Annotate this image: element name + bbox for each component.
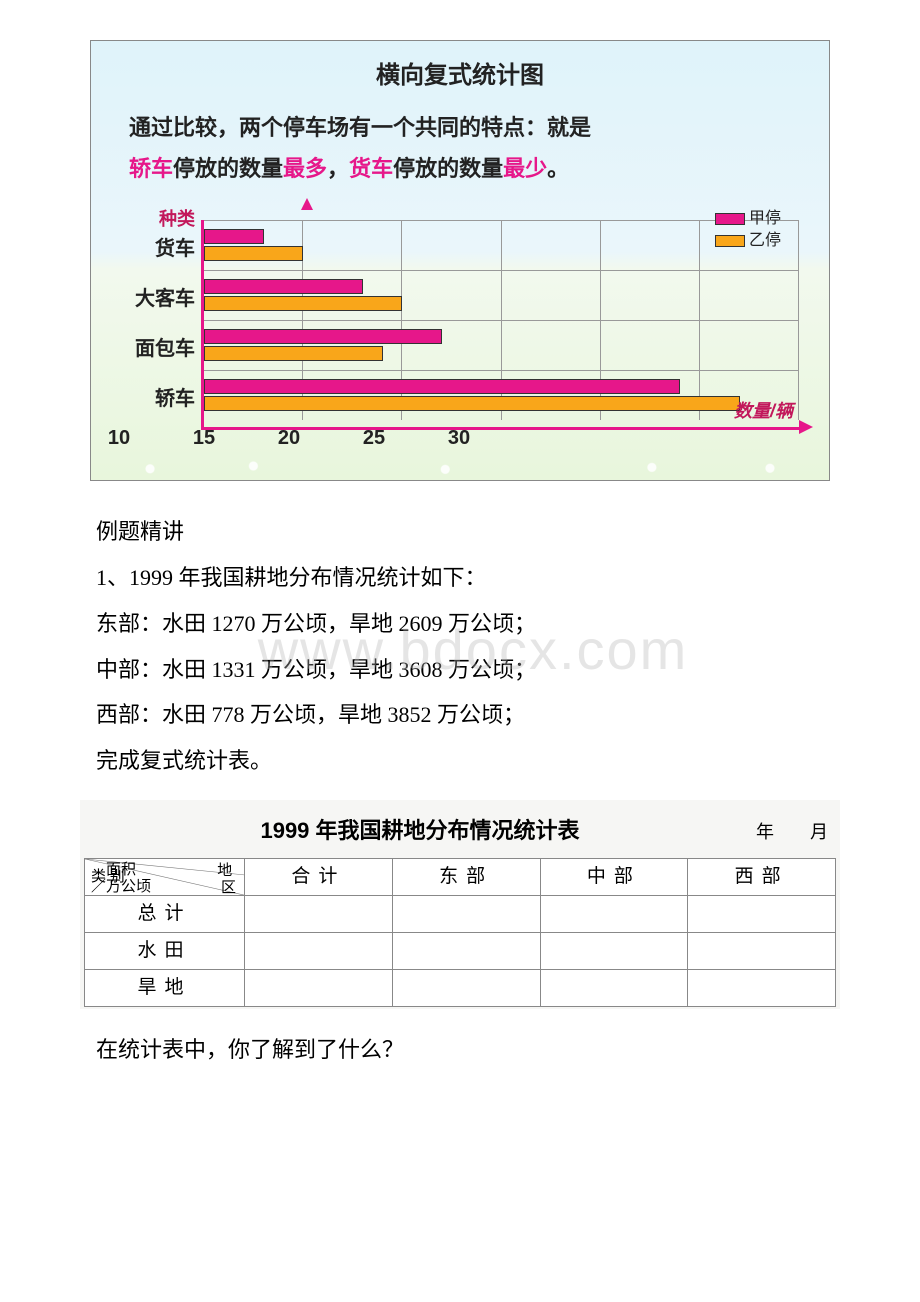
legend-b: 乙停: [749, 226, 781, 256]
bar-series-b: [204, 346, 383, 361]
subtitle-h1: 轿车: [129, 156, 173, 181]
q1-followup: 在统计表中，你了解到了什么？: [96, 1029, 850, 1071]
legend: 甲停 乙停: [715, 208, 781, 252]
bar-pair: [204, 225, 799, 265]
row-header: 水田: [85, 932, 245, 969]
bar-series-a: [204, 229, 264, 244]
plot-area: 0 5 10 15 20 25 30 甲停 乙停 数量/辆: [201, 202, 799, 424]
bar-pair: [204, 375, 799, 415]
q1-instr: 完成复式统计表。: [96, 740, 850, 782]
col-header: 西部: [688, 858, 836, 895]
flowers-decoration-icon: [91, 452, 829, 480]
y-axis-label: 种类: [159, 209, 195, 229]
bar-series-a: [204, 379, 680, 394]
x-axis-label: 数量/辆: [734, 394, 793, 428]
q1-number: 1、1999 年我国耕地分布情况统计如下：: [96, 557, 850, 599]
section-header: 例题精讲: [96, 511, 850, 553]
q1-mid: 中部：水田 1331 万公顷，旱地 3608 万公顷；: [96, 649, 850, 691]
stats-table: 面积／万公顷 地 区 类 别 合计 东部 中部 西部 总计 水田 旱地: [84, 858, 836, 1007]
table-row: 水田: [85, 932, 836, 969]
cat-1: 大客车: [135, 280, 195, 318]
table-row: 总计: [85, 895, 836, 932]
x-axis-arrow-icon: [799, 420, 813, 434]
chart-title: 横向复式统计图: [91, 41, 829, 103]
col-header: 合计: [245, 858, 393, 895]
text-block: 例题精讲 1、1999 年我国耕地分布情况统计如下： 东部：水田 1270 万公…: [40, 511, 880, 782]
y-axis-arrow-icon: [301, 198, 313, 210]
bar-pair: [204, 275, 799, 315]
bar-series-b: [204, 296, 402, 311]
cat-0: 货车: [155, 230, 195, 268]
bar-series-a: [204, 279, 363, 294]
grid: 0 5 10 15 20 25 30: [201, 220, 799, 430]
table-row: 面积／万公顷 地 区 类 别 合计 东部 中部 西部: [85, 858, 836, 895]
bar-series-b: [204, 246, 303, 261]
col-header: 东部: [392, 858, 540, 895]
q1-east: 东部：水田 1270 万公顷，旱地 2609 万公顷；: [96, 611, 536, 636]
stats-table-wrap: 1999 年我国耕地分布情况统计表 年 月 面积／万公顷 地 区 类 别 合计 …: [80, 800, 840, 1009]
subtitle-text: 通过比较，两个停车场有一个共同的特点：就是: [129, 115, 591, 140]
bar-pair: [204, 325, 799, 365]
row-header: 旱地: [85, 970, 245, 1007]
table-date: 年 月: [756, 815, 836, 849]
table-corner: 面积／万公顷 地 区 类 别: [85, 858, 245, 895]
chart-body: 种类 货车 大客车 面包车 轿车 0 5 10 15 20: [91, 198, 829, 444]
table-title: 1999 年我国耕地分布情况统计表: [84, 804, 756, 858]
chart-subtitle: 通过比较，两个停车场有一个共同的特点：就是 轿车停放的数量最多，货车停放的数量最…: [91, 103, 829, 199]
legend-swatch-a-icon: [715, 213, 745, 225]
col-header: 中部: [540, 858, 688, 895]
bar-series-a: [204, 329, 442, 344]
cat-3: 轿车: [155, 380, 195, 418]
horizontal-bar-chart: 横向复式统计图 通过比较，两个停车场有一个共同的特点：就是 轿车停放的数量最多，…: [90, 40, 830, 481]
cat-2: 面包车: [135, 330, 195, 368]
row-header: 总计: [85, 895, 245, 932]
y-axis: 种类 货车 大客车 面包车 轿车: [101, 202, 201, 424]
bar-series-b: [204, 396, 740, 411]
table-row: 旱地: [85, 970, 836, 1007]
followup-block: 在统计表中，你了解到了什么？: [40, 1029, 880, 1071]
legend-swatch-b-icon: [715, 235, 745, 247]
q1-west: 西部：水田 778 万公顷，旱地 3852 万公顷；: [96, 694, 850, 736]
